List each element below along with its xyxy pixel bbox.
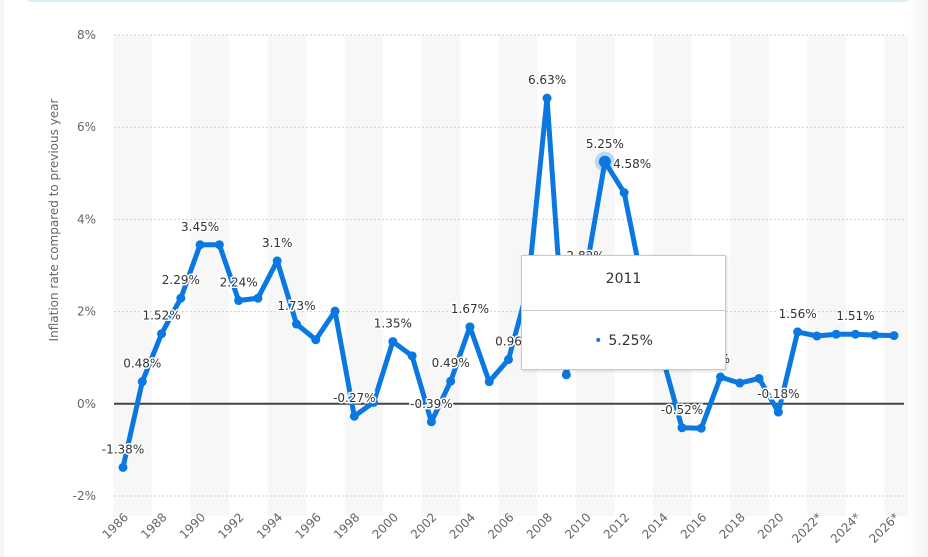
data-point [195,240,205,250]
data-point [831,329,841,339]
data-label: 1.67% [451,302,489,316]
chart-tooltip: 2011 • 5.25% [521,255,726,370]
data-point [272,256,282,266]
data-point [234,296,244,306]
data-point [291,319,301,329]
y-axis-label: Inflation rate compared to previous year [47,98,61,341]
y-tick-label: 6% [77,120,96,134]
tooltip-value: 5.25% [608,333,653,349]
data-label: -1.38% [102,442,144,456]
y-tick-label: 4% [77,212,96,226]
data-labels: -1.38% 0.48% 1.52% 2.29% 3.45% 2.24% 3.1% 1.73%… [100,72,876,458]
data-label: 2.29% [162,273,200,287]
data-point [889,331,899,341]
tooltip-value-row: • 5.25% [522,333,725,349]
data-point [619,188,629,198]
data-point [426,417,436,427]
band [730,35,769,516]
data-point [754,373,764,383]
data-point [369,397,379,407]
alternating-bands [113,35,923,516]
data-label: 1.56% [779,307,817,321]
data-point [137,377,147,387]
data-point [870,330,880,340]
data-point [157,329,167,339]
data-point [349,411,359,421]
data-point [214,240,224,250]
data-label: -0.18% [757,387,799,401]
data-point [330,306,340,316]
data-point [677,423,687,433]
data-label: 1.52% [142,309,180,323]
band [267,35,307,516]
data-point [176,293,186,303]
data-point [465,322,475,332]
data-point [696,423,706,433]
data-point [735,378,745,388]
tooltip-divider [522,310,725,311]
data-point [311,335,321,345]
top-border [28,0,908,2]
data-label: 0.48% [123,357,161,371]
data-point [542,93,552,103]
data-label: 3.45% [181,220,219,234]
data-label: 1.35% [374,317,412,331]
data-label: 3.1% [262,236,293,250]
band [190,35,230,516]
y-tick-label: -2% [73,489,96,503]
data-label: 1.73% [277,299,315,313]
data-point [118,462,128,472]
data-point [484,377,494,387]
left-edge [0,0,4,557]
tooltip-title: 2011 [605,271,642,287]
data-point [388,337,398,347]
band [807,35,846,516]
data-point [504,355,513,365]
data-label: -0.27% [333,391,375,405]
data-point [253,293,263,303]
data-point [716,372,726,382]
data-label: 6.63% [528,73,566,87]
y-tick-label: 2% [77,305,96,319]
data-point [561,370,571,380]
data-point [446,376,456,386]
data-label: 5.25% [586,137,624,151]
data-label: 1.51% [836,309,874,323]
y-axis-ticks: -2% 0% 2% 4% 6% 8% [73,28,96,503]
data-point [773,407,783,417]
y-tick-label: 8% [77,28,96,42]
data-point [850,329,860,339]
band [421,35,461,516]
series-bullet-icon: • [594,333,603,349]
x-tick-label: 2026* [866,510,902,546]
y-tick-label: 0% [77,397,96,411]
data-point [793,327,803,337]
data-label: 0.96 [495,335,522,349]
x-tick-label: 2022* [789,510,825,546]
data-label: 2.24% [220,276,258,290]
data-point [407,351,417,361]
data-label: 0.49% [432,356,470,370]
data-point-highlighted [598,155,611,168]
band [344,35,384,516]
data-label: 4.58% [613,157,651,171]
data-label: -0.39% [410,397,452,411]
data-label: -0.52% [661,403,703,417]
right-edge [908,0,928,557]
data-point [812,331,822,341]
